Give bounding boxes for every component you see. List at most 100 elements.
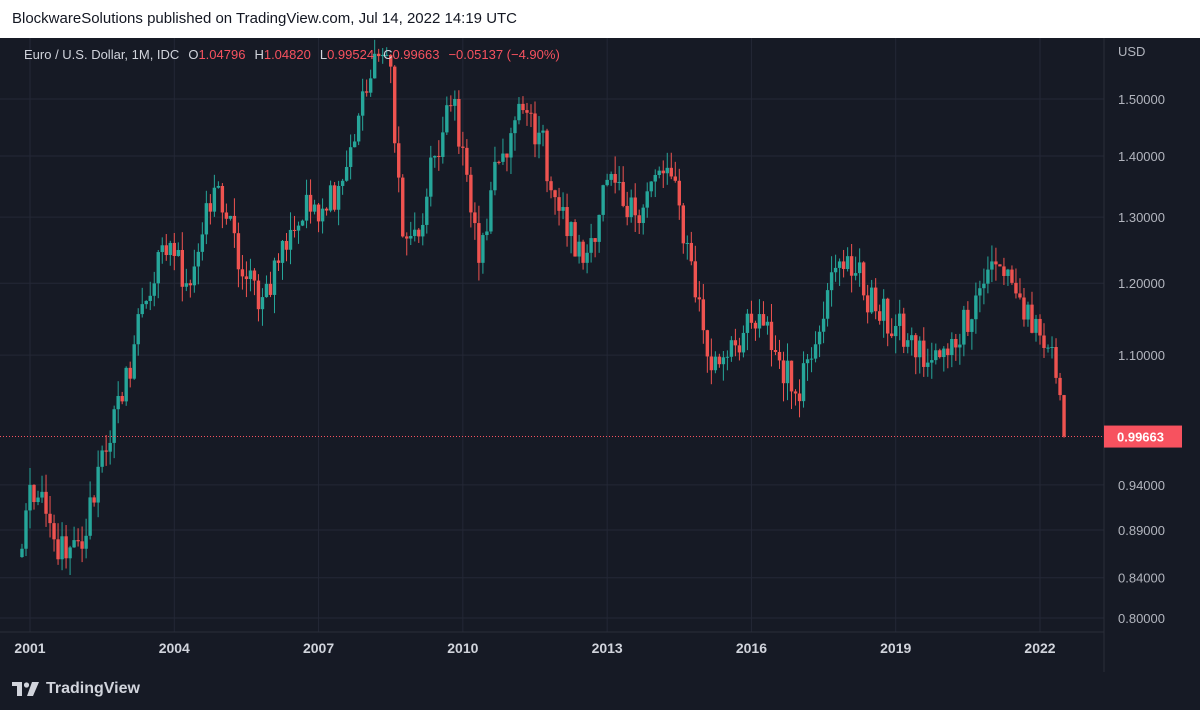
candle-body bbox=[669, 167, 673, 177]
candle-body bbox=[733, 340, 738, 346]
high-value: 1.04820 bbox=[263, 47, 311, 62]
candle bbox=[789, 360, 794, 410]
candle-body bbox=[637, 215, 641, 224]
open-label: O bbox=[188, 47, 199, 62]
candle bbox=[990, 245, 994, 283]
candle bbox=[505, 153, 509, 172]
candle-body bbox=[753, 322, 758, 329]
candle bbox=[685, 235, 690, 260]
candle bbox=[208, 194, 213, 225]
candle-body bbox=[517, 103, 521, 121]
candle-body bbox=[348, 147, 353, 167]
candle-body bbox=[729, 340, 734, 357]
candle-body bbox=[421, 224, 425, 237]
grid bbox=[0, 38, 1104, 632]
candle bbox=[316, 203, 321, 233]
high-label: H bbox=[254, 47, 264, 62]
price-tick-label: 1.40000 bbox=[1118, 149, 1165, 164]
candle bbox=[433, 155, 437, 168]
candle-body bbox=[641, 207, 645, 224]
candle-body bbox=[393, 66, 397, 144]
candle-body bbox=[244, 276, 249, 280]
candle bbox=[549, 176, 553, 199]
candle bbox=[918, 336, 922, 374]
tradingview-logo[interactable]: TradingView bbox=[12, 680, 140, 698]
candle-body bbox=[236, 233, 241, 270]
candle bbox=[445, 96, 449, 135]
candle-body bbox=[942, 348, 946, 358]
candle-body bbox=[256, 280, 261, 310]
candle-body bbox=[817, 331, 822, 345]
candle-body bbox=[148, 295, 152, 301]
candle bbox=[288, 212, 293, 265]
time-tick-label: 2004 bbox=[159, 640, 190, 656]
candle-body bbox=[617, 181, 621, 183]
candle-body bbox=[950, 338, 954, 356]
chart-area[interactable]: USD 1.50000 1.40000 1.30000 1.20000 1.10000 0.… bbox=[0, 38, 1200, 672]
candle-body bbox=[621, 181, 625, 206]
candle-body bbox=[1054, 346, 1058, 378]
price-tick-label: 1.10000 bbox=[1118, 348, 1165, 363]
candle-body bbox=[970, 319, 974, 332]
candle bbox=[877, 304, 882, 325]
candle bbox=[449, 95, 453, 112]
candle bbox=[344, 150, 349, 182]
candle-body bbox=[677, 180, 681, 206]
candle bbox=[393, 65, 397, 153]
candle bbox=[517, 97, 521, 125]
candle bbox=[481, 232, 485, 274]
candle bbox=[44, 474, 48, 527]
candle-body bbox=[409, 235, 413, 239]
candle-body bbox=[248, 270, 253, 280]
candle-body bbox=[437, 155, 441, 157]
candle-body bbox=[308, 194, 313, 212]
candle-body bbox=[793, 391, 798, 394]
candle bbox=[902, 307, 906, 354]
candle bbox=[885, 297, 890, 347]
candle-body bbox=[332, 185, 337, 210]
candle-body bbox=[284, 240, 289, 250]
candle-body bbox=[553, 190, 557, 198]
candle-body bbox=[397, 143, 401, 178]
candle bbox=[397, 126, 401, 193]
candle bbox=[124, 366, 128, 406]
candle-body bbox=[156, 252, 160, 284]
candle-body bbox=[212, 187, 217, 212]
candle bbox=[825, 283, 830, 327]
candle bbox=[200, 222, 205, 261]
candle-body bbox=[737, 345, 742, 353]
candle-body bbox=[665, 167, 669, 174]
candle-body bbox=[132, 344, 136, 379]
candle-body bbox=[493, 161, 497, 191]
candle-body bbox=[56, 539, 60, 560]
candle bbox=[553, 189, 557, 215]
candle-body bbox=[40, 491, 44, 498]
candle-body bbox=[28, 484, 32, 511]
tradingview-logo-icon bbox=[12, 682, 39, 696]
candle-body bbox=[152, 283, 156, 296]
candle-body bbox=[894, 325, 898, 337]
candle-body bbox=[541, 130, 545, 133]
candle bbox=[737, 337, 742, 361]
candle-body bbox=[629, 197, 633, 218]
candle-body bbox=[296, 225, 301, 231]
candle bbox=[332, 182, 337, 212]
candle-body bbox=[601, 185, 605, 215]
candle bbox=[781, 351, 786, 402]
candle bbox=[469, 167, 473, 228]
candle bbox=[777, 339, 782, 369]
candle-body bbox=[268, 283, 273, 295]
candle-body bbox=[385, 54, 389, 56]
candle-body bbox=[196, 251, 201, 267]
candle-body bbox=[360, 91, 365, 116]
candle-body bbox=[881, 298, 886, 321]
candle bbox=[272, 257, 277, 314]
candle-body bbox=[112, 409, 116, 443]
candle bbox=[697, 281, 702, 312]
candlestick-chart[interactable]: USD 1.50000 1.40000 1.30000 1.20000 1.10000 0.… bbox=[0, 38, 1200, 672]
candle bbox=[513, 116, 517, 151]
candle bbox=[292, 215, 297, 238]
candle bbox=[1050, 336, 1054, 359]
candle-body bbox=[192, 266, 197, 286]
candle-body bbox=[645, 191, 649, 208]
